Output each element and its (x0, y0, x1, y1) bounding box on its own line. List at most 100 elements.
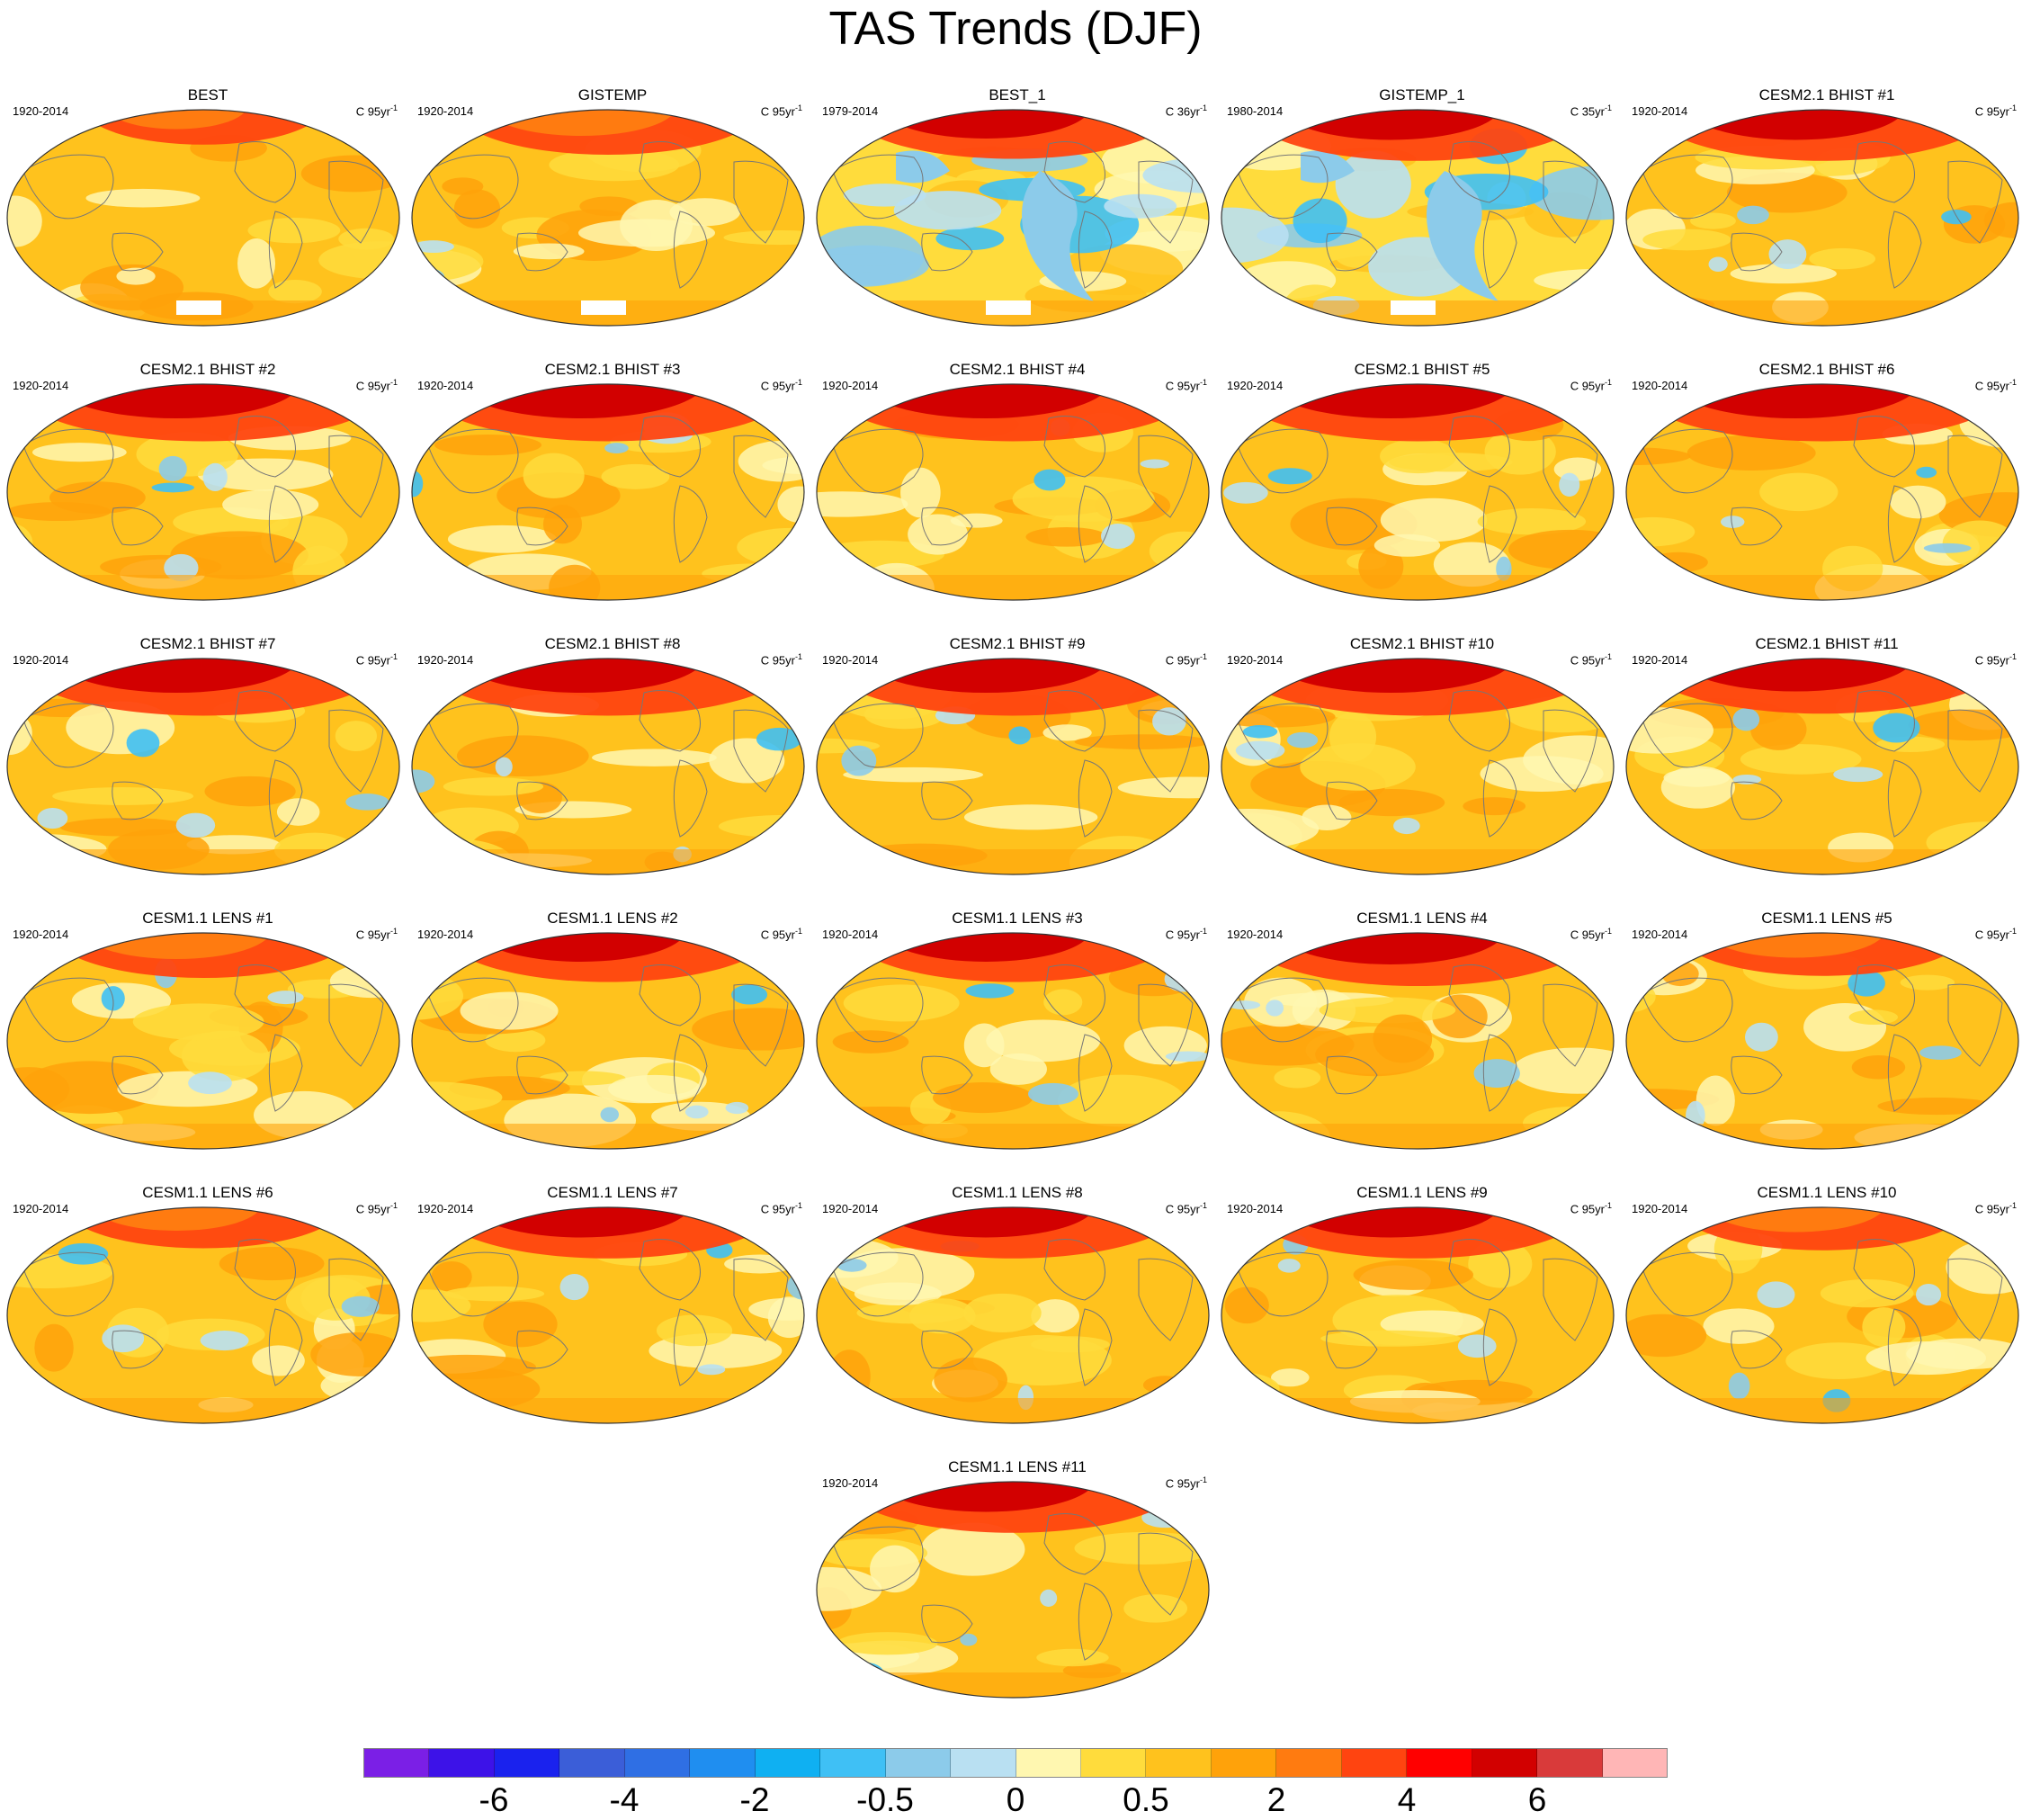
cooling-patch (126, 729, 160, 758)
trend-patch (1132, 1672, 1199, 1690)
map-panel: CESM1.1 LENS #9 1920-2014 C 95yr-1 (1220, 1184, 1624, 1427)
cooling-patch (188, 1071, 232, 1095)
cooling-patch (1266, 1000, 1284, 1017)
southern-ocean-band (7, 1124, 399, 1149)
coastline (1043, 1513, 1105, 1575)
panel-title: CESM2.1 BHIST #4 (949, 361, 1086, 378)
panel-period: 1920-2014 (417, 653, 474, 667)
trend-patch (591, 749, 717, 767)
cooling-patch (267, 991, 304, 1005)
coastline (1482, 485, 1517, 563)
trend-patch (1221, 299, 1274, 324)
cooling-patch (1728, 1372, 1750, 1400)
arctic-warming-core (476, 933, 686, 962)
panel-units: C 95yr-1 (761, 101, 802, 119)
trend-patch (1031, 1299, 1080, 1333)
trend-patch (767, 1296, 804, 1339)
coastline (832, 1526, 924, 1591)
trend-patch (933, 1082, 1033, 1114)
colorbar-swatch (429, 1749, 495, 1777)
panel-title: CESM1.1 LENS #7 (547, 1184, 678, 1201)
panel-units: C 95yr-1 (1975, 924, 2017, 942)
panel-units: C 95yr-1 (1166, 1473, 1207, 1491)
trend-patch (1319, 997, 1456, 1024)
colorbar-swatch (1146, 1749, 1212, 1777)
coastline (1043, 690, 1105, 752)
panel-title: CESM1.1 LENS #6 (142, 1184, 273, 1201)
trend-patch (1074, 1531, 1209, 1564)
coastline (1853, 416, 1915, 478)
trend-patch (1695, 1075, 1735, 1126)
colorbar-swatch (1276, 1749, 1342, 1777)
trend-patch (1302, 804, 1352, 830)
southern-ocean-band (1626, 300, 2018, 326)
world-map (1625, 109, 2019, 327)
trend-patch (1320, 1330, 1461, 1347)
panel-units: C 95yr-1 (356, 101, 398, 119)
panel-units: C 95yr-1 (1166, 650, 1207, 668)
trend-patch (80, 264, 184, 311)
panel-title: CESM2.1 BHIST #1 (1758, 86, 1895, 103)
coastline (921, 781, 973, 820)
cooling-patch (412, 471, 424, 498)
panel-period: 1920-2014 (1227, 379, 1284, 392)
cooling-patch (1732, 708, 1760, 731)
southern-ocean-band (7, 1398, 399, 1423)
coastline (832, 154, 924, 220)
coastline (328, 709, 384, 793)
trend-patch (7, 502, 112, 522)
cooling-patch (1301, 150, 1355, 184)
coastline (1448, 416, 1510, 478)
panel-units-exponent: -1 (1604, 1201, 1612, 1210)
southern-ocean-band (817, 1398, 1209, 1423)
trend-patch (601, 463, 670, 489)
coastline (1237, 428, 1329, 494)
colorbar-swatch (820, 1749, 886, 1777)
coastline (1138, 1258, 1194, 1341)
map-panel: CESM2.1 BHIST #9 1920-2014 C 95yr-1 (815, 635, 1220, 878)
map-panel: CESM1.1 LENS #1 1920-2014 C 95yr-1 (5, 910, 410, 1152)
cooling-patch (725, 1101, 749, 1115)
panel-units-base: C 95yr (760, 379, 795, 393)
arctic-warming-core (861, 384, 1111, 418)
panel-units-base: C 95yr (760, 928, 795, 942)
map-border (6, 932, 400, 1150)
map-panel: CESM2.1 BHIST #7 1920-2014 C 95yr-1 (5, 635, 410, 878)
coastline (1642, 1251, 1733, 1317)
cooling-patch (600, 1107, 620, 1123)
coastline (1138, 709, 1194, 793)
southern-ocean-band (412, 1124, 804, 1149)
arctic-warming-core (91, 1207, 262, 1231)
cooling-patch (1720, 516, 1745, 528)
southern-ocean-band (1626, 1398, 2018, 1423)
trend-patch (777, 486, 804, 524)
cooling-patch (1744, 1022, 1778, 1052)
arctic-warming-core (1280, 110, 1501, 140)
coastline (1078, 485, 1113, 563)
trend-patch (52, 787, 194, 805)
southern-ocean-band (412, 849, 804, 874)
coastline (1482, 759, 1517, 838)
coastline (1853, 1239, 1915, 1301)
coastline (1543, 709, 1598, 793)
panel-units-exponent: -1 (389, 927, 398, 936)
world-map (6, 109, 400, 327)
coastline (1078, 759, 1113, 838)
trend-patch (442, 177, 484, 195)
coastline (1078, 1034, 1113, 1112)
map-border (816, 1481, 1210, 1699)
coastline (1448, 964, 1510, 1027)
panel-title: CESM2.1 BHIST #2 (139, 361, 276, 378)
colorbar-swatch (364, 1749, 430, 1777)
trend-patch (1900, 974, 1955, 991)
cooling-patch (1177, 1386, 1209, 1411)
trend-patch (1642, 229, 1731, 251)
coastline (832, 703, 924, 768)
map-panel: CESM1.1 LENS #3 1920-2014 C 95yr-1 (815, 910, 1220, 1152)
coastline (1731, 1055, 1783, 1095)
trend-patch (1703, 1308, 1775, 1344)
colorbar-swatch (494, 1749, 560, 1777)
world-map (1221, 383, 1615, 601)
arctic-warming-core (875, 1207, 1096, 1238)
coastline (1237, 703, 1329, 768)
